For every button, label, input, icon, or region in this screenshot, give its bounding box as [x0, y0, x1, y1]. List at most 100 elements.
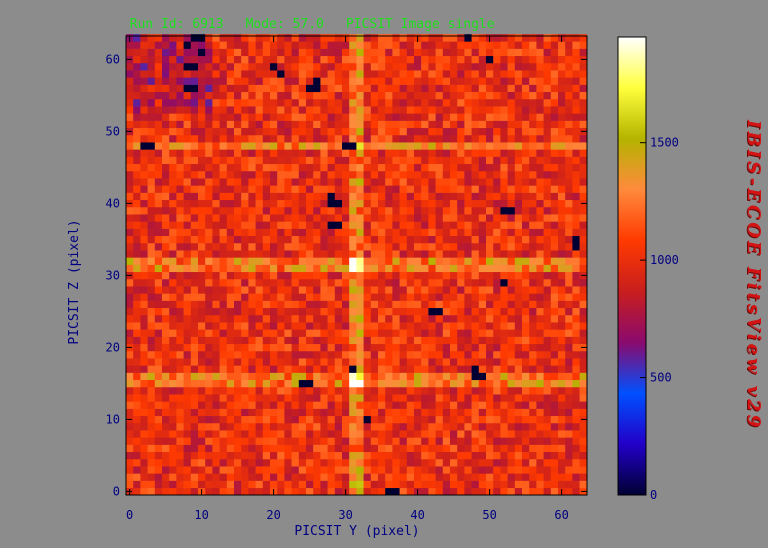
heatmap-cell [342, 358, 350, 366]
heatmap-cell [262, 120, 271, 129]
heatmap-cell [320, 142, 328, 150]
heatmap-cell [385, 473, 393, 481]
heatmap-cell [450, 127, 458, 136]
heatmap-cell [565, 379, 573, 388]
heatmap-cell [421, 293, 429, 301]
heatmap-cell [291, 329, 300, 337]
heatmap-cell [313, 214, 321, 222]
heatmap-cell [385, 408, 393, 417]
heatmap-cell [270, 257, 278, 265]
heatmap-cell [277, 315, 285, 323]
heatmap-cell [399, 351, 408, 359]
heatmap-cell [385, 55, 393, 64]
heatmap-cell [154, 358, 163, 366]
heatmap-cell [486, 307, 494, 316]
heatmap-cell [399, 322, 408, 330]
heatmap-cell [198, 185, 206, 193]
heatmap-cell [126, 264, 134, 273]
heatmap-cell [514, 243, 523, 251]
heatmap-cell [356, 329, 364, 337]
heatmap-cell [421, 336, 429, 345]
heatmap-cell [140, 135, 148, 143]
heatmap-cell [169, 487, 177, 496]
heatmap-cell [471, 106, 480, 114]
heatmap-cell [450, 156, 458, 165]
heatmap-cell [349, 300, 357, 309]
heatmap-cell [270, 84, 278, 93]
heatmap-cell [457, 379, 465, 388]
heatmap-cell [363, 487, 372, 496]
heatmap-cell [277, 228, 285, 237]
heatmap-cell [313, 401, 321, 409]
heatmap-cell [212, 214, 220, 222]
heatmap-cell [399, 473, 408, 481]
heatmap-cell [363, 207, 372, 215]
heatmap-cell [579, 48, 588, 57]
heatmap-cell [284, 113, 292, 121]
heatmap-cell [234, 307, 242, 316]
heatmap-cell [428, 171, 436, 179]
heatmap-cell [327, 286, 336, 294]
heatmap-cell [154, 451, 163, 460]
heatmap-cell [428, 142, 436, 150]
heatmap-cell [550, 264, 559, 273]
heatmap-cell [385, 437, 393, 445]
heatmap-cell [536, 437, 544, 445]
heatmap-cell [154, 307, 163, 316]
heatmap-cell [406, 336, 415, 345]
heatmap-cell [493, 214, 501, 222]
heatmap-cell [133, 257, 141, 265]
heatmap-cell [198, 91, 206, 100]
heatmap-cell [550, 207, 559, 215]
heatmap-cell [320, 408, 328, 417]
heatmap-cell [442, 77, 451, 85]
heatmap-cell [154, 336, 163, 345]
heatmap-cell [205, 142, 213, 150]
heatmap-cell [500, 437, 508, 445]
heatmap-cell [550, 142, 559, 150]
heatmap-cell [406, 91, 415, 100]
heatmap-cell [558, 199, 566, 208]
heatmap-cell [349, 228, 357, 237]
heatmap-cell [133, 271, 141, 280]
heatmap-cell [219, 351, 228, 359]
heatmap-cell [363, 451, 372, 460]
heatmap-cell [457, 329, 465, 337]
heatmap-cell [262, 171, 271, 179]
heatmap-cell [435, 365, 444, 373]
heatmap-cell [363, 466, 372, 474]
heatmap-cell [176, 271, 184, 280]
heatmap-cell [550, 120, 559, 129]
heatmap-cell [334, 235, 343, 244]
heatmap-cell [399, 487, 408, 496]
heatmap-cell [226, 315, 235, 323]
heatmap-cell [507, 351, 516, 359]
heatmap-cell [558, 91, 566, 100]
heatmap-cell [572, 228, 580, 237]
heatmap-cell [205, 394, 213, 402]
heatmap-cell [349, 286, 357, 294]
heatmap-cell [392, 149, 400, 157]
heatmap-cell [522, 286, 530, 294]
heatmap-cell [370, 250, 379, 258]
heatmap-cell [435, 315, 444, 323]
heatmap-cell [464, 48, 472, 57]
heatmap-cell [464, 351, 472, 359]
heatmap-cell [363, 279, 372, 287]
heatmap-cell [450, 372, 458, 381]
heatmap-cell [493, 343, 501, 352]
heatmap-cell [529, 358, 537, 366]
heatmap-cell [277, 120, 285, 129]
heatmap-cell [421, 113, 429, 121]
heatmap-cell [493, 307, 501, 316]
heatmap-cell [450, 300, 458, 309]
heatmap-cell [327, 264, 336, 273]
heatmap-cell [349, 372, 357, 381]
heatmap-cell [363, 221, 372, 229]
heatmap-cell [162, 379, 170, 388]
heatmap-cell [298, 135, 307, 143]
heatmap-cell [529, 41, 537, 49]
heatmap-cell [507, 466, 516, 474]
heatmap-cell [558, 228, 566, 237]
heatmap-cell [500, 63, 508, 71]
